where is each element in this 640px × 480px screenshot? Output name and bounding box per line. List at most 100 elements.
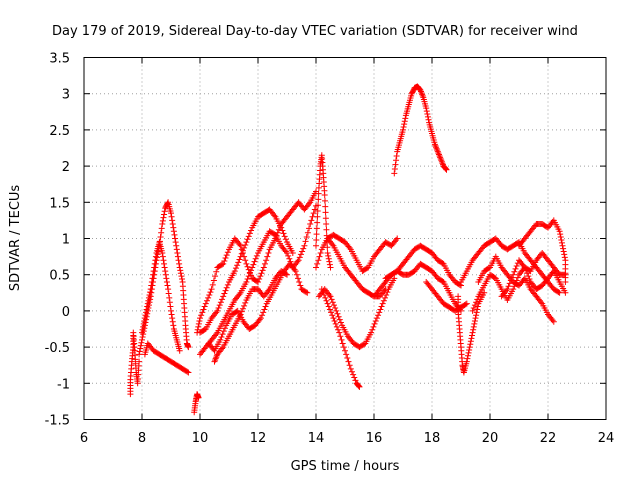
data-point	[438, 158, 445, 165]
data-point	[282, 270, 289, 277]
data-point	[511, 268, 518, 275]
data-point	[343, 351, 350, 358]
data-point	[321, 192, 328, 199]
data-point	[237, 242, 244, 249]
y-axis-label: SDTVAR / TECUs	[8, 185, 23, 292]
data-point	[466, 346, 473, 353]
data-point	[243, 239, 250, 246]
data-point	[304, 229, 311, 236]
data-point	[168, 213, 175, 220]
data-point	[242, 299, 249, 306]
data-point	[510, 271, 517, 278]
data-point	[346, 244, 353, 251]
y-tick-label: 1.5	[49, 196, 70, 211]
x-tick-label: 22	[540, 431, 557, 446]
data-point	[314, 207, 321, 214]
data-point	[471, 318, 478, 325]
data-point	[242, 242, 249, 249]
data-point	[246, 230, 253, 237]
data-point	[223, 252, 230, 259]
data-point	[474, 296, 481, 303]
data-point	[431, 141, 438, 148]
data-point	[462, 301, 469, 308]
data-point	[522, 267, 529, 274]
y-tick-label: -1	[57, 377, 70, 392]
data-point	[168, 307, 174, 314]
data-point	[434, 147, 441, 154]
data-point	[141, 315, 148, 322]
data-point	[217, 336, 224, 343]
data-point	[170, 322, 177, 329]
data-point	[260, 264, 267, 271]
data-point	[473, 299, 480, 306]
data-point	[137, 345, 144, 352]
data-point	[159, 249, 166, 256]
data-point	[401, 118, 408, 125]
data-point	[296, 278, 303, 285]
data-point	[146, 291, 153, 298]
data-point	[176, 260, 183, 267]
data-point	[148, 282, 155, 289]
data-point	[370, 323, 377, 330]
data-point	[198, 312, 205, 319]
x-tick-label: 6	[80, 431, 88, 446]
data-point	[506, 280, 513, 287]
data-point	[323, 221, 330, 228]
data-points	[127, 83, 569, 416]
data-point	[419, 92, 426, 99]
data-point	[174, 249, 181, 256]
data-point	[391, 170, 398, 177]
data-point	[150, 271, 157, 278]
data-point	[150, 268, 157, 275]
data-point	[323, 226, 330, 233]
data-point	[423, 108, 430, 115]
data-point	[560, 248, 567, 255]
data-point	[257, 273, 264, 280]
series-arc-23	[475, 253, 557, 325]
data-point	[263, 257, 270, 264]
data-point	[176, 347, 183, 354]
data-point	[332, 320, 339, 327]
data-point	[356, 383, 363, 390]
data-point	[224, 249, 231, 256]
x-tick-label: 10	[192, 431, 209, 446]
data-point	[164, 200, 171, 207]
y-tick-label: 3.5	[49, 52, 70, 67]
series-arc-15	[324, 235, 389, 300]
data-point	[369, 326, 376, 333]
data-point	[219, 261, 226, 268]
data-point	[402, 115, 409, 122]
data-point	[560, 245, 567, 252]
data-point	[435, 151, 442, 158]
data-point	[175, 257, 182, 264]
data-point	[322, 203, 329, 210]
data-point	[418, 89, 425, 96]
data-point	[555, 289, 562, 296]
data-point	[329, 312, 336, 319]
data-point	[140, 323, 147, 330]
data-point	[306, 225, 313, 232]
data-point	[184, 368, 191, 375]
data-point	[208, 286, 215, 293]
data-point	[342, 347, 348, 354]
x-tick-label: 14	[308, 431, 325, 446]
data-point	[169, 221, 176, 228]
y-axis: -1.5 -1 -0.5 0 0.5 1 1.5 2 2.5 3 3.5	[45, 52, 70, 429]
data-point	[549, 317, 556, 324]
data-point	[279, 227, 286, 234]
data-point	[347, 365, 354, 372]
data-point	[473, 309, 480, 316]
data-point	[219, 296, 226, 303]
data-point	[237, 311, 244, 318]
data-point	[170, 224, 177, 231]
data-point	[558, 236, 565, 243]
data-point	[391, 165, 398, 172]
data-point	[338, 336, 345, 343]
y-tick-label: 3	[62, 88, 70, 103]
data-point	[322, 215, 329, 222]
data-point	[316, 253, 323, 260]
data-point	[255, 278, 261, 285]
data-point	[215, 305, 222, 312]
data-point	[557, 231, 564, 238]
data-point	[250, 261, 257, 268]
